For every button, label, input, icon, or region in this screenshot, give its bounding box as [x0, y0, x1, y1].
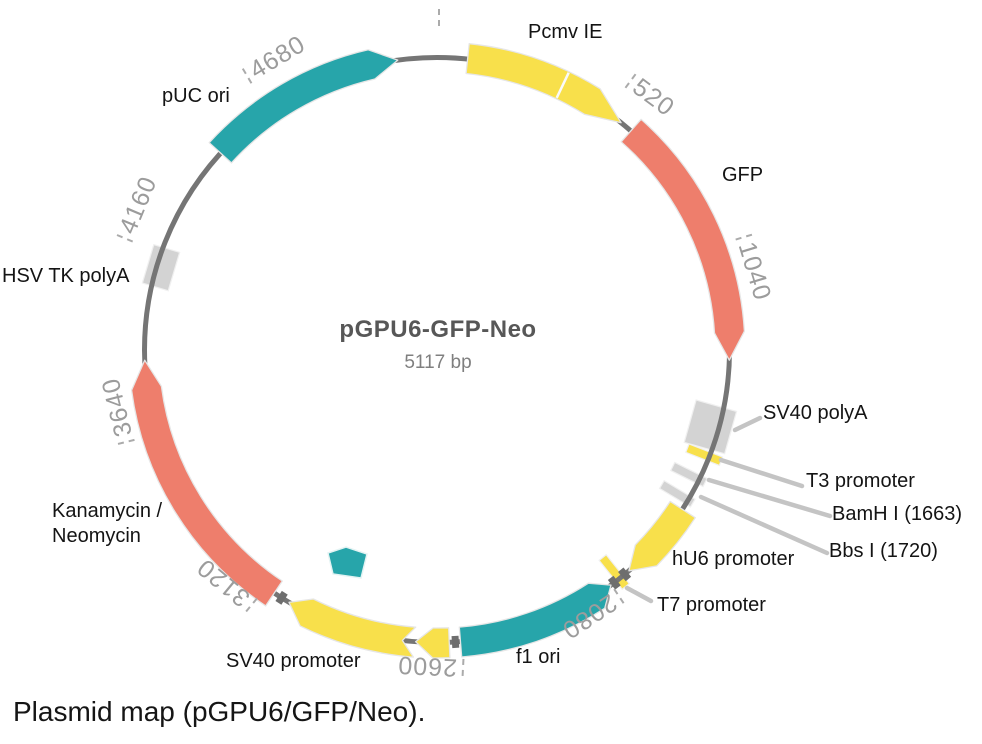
junction-connector — [451, 635, 460, 649]
feature-label-sv40-promoter: SV40 promoter — [226, 650, 361, 672]
junction-connector — [607, 575, 621, 590]
leader-line-t7-promoter — [624, 585, 654, 604]
leader-line-sv40-polya — [732, 415, 763, 433]
marker-label-sv40-polya: SV40 polyA — [763, 402, 868, 424]
feature-label-hu6-promoter: hU6 promoter — [672, 548, 795, 570]
feature-arc-hu6-promoter — [628, 500, 696, 572]
feature-label-pcmv-ie: Pcmv IE — [528, 21, 603, 43]
leader-line-bamhi-site — [706, 477, 833, 519]
feature-label-kanamycin-neomycin: Kanamycin / Neomycin — [52, 500, 163, 547]
marker-label-t7-promoter: T7 promoter — [657, 594, 766, 616]
marker-label-t3-promoter: T3 promoter — [806, 470, 915, 492]
marker-label-hsv-tk-polya: HSV TK polyA — [2, 265, 130, 287]
tick-dash — [438, 8, 440, 26]
feature-arc-kanamycin-neomycin — [130, 359, 283, 607]
junction-connector — [618, 567, 632, 582]
feature-divider-pcmv-ie — [555, 72, 570, 99]
feature-arc-gfp — [620, 118, 746, 361]
leader-line-bbsi-site — [698, 494, 830, 556]
feature-label-gfp: GFP — [722, 164, 764, 186]
tick-number: 2600 — [396, 651, 458, 683]
tick-origin — [438, 8, 445, 26]
figure-caption: Plasmid map (pGPU6/GFP/Neo). — [13, 696, 426, 727]
leader-line-t3-promoter — [718, 457, 805, 489]
feature-label-puc-ori: pUC ori — [162, 85, 230, 107]
feature-label-f1-ori: f1 ori — [516, 646, 561, 668]
map-size-label: 5117 bp — [404, 352, 472, 373]
feature-arc-f1-ori — [458, 582, 612, 658]
feature-arc-sv40-promoter-arrowhead — [414, 627, 451, 659]
map-title: pGPU6-GFP-Neo — [339, 316, 537, 343]
inner-pentagon-marker — [327, 546, 368, 579]
feature-arc-puc-ori — [208, 49, 399, 164]
feature-arc-sv40-promoter — [288, 598, 417, 658]
feature-arc-pcmv-ie — [465, 43, 622, 124]
marker-label-bamhi-site: BamH I (1663) — [832, 503, 963, 525]
tick-2600: 2600 — [397, 651, 465, 682]
marker-label-bbsi-site: Bbs I (1720) — [829, 540, 938, 562]
junction-connector — [275, 590, 288, 605]
